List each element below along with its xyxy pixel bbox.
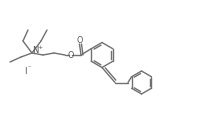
Text: +: + bbox=[38, 45, 43, 50]
Text: ⁻: ⁻ bbox=[27, 65, 31, 71]
Text: I: I bbox=[24, 67, 26, 75]
Text: O: O bbox=[76, 36, 83, 45]
Text: O: O bbox=[67, 50, 74, 60]
Text: N: N bbox=[32, 46, 39, 55]
